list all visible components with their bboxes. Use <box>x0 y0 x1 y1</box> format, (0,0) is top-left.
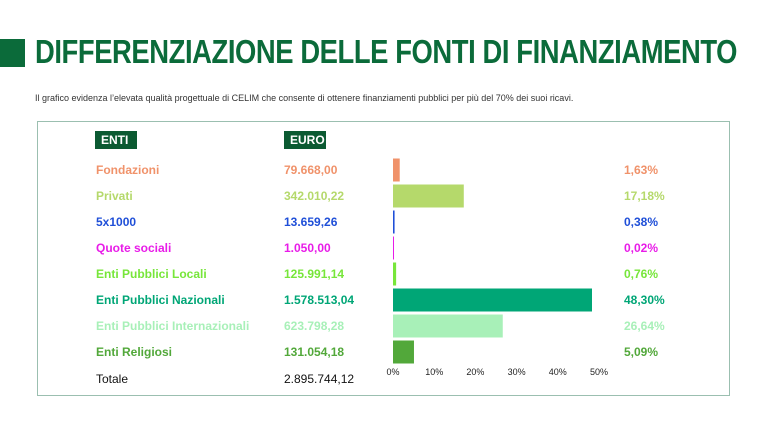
amount-value: 125.991,14 <box>284 267 345 281</box>
title-accent-bar <box>0 39 25 67</box>
category-label: Enti Pubblici Internazionali <box>96 319 250 333</box>
percent-label: 1,63% <box>624 163 659 177</box>
category-label: Fondazioni <box>96 163 160 177</box>
total-value: 2.895.744,12 <box>284 372 355 386</box>
page-subtitle: Il grafico evidenza l’elevata qualità pr… <box>35 93 574 103</box>
percent-label: 0,02% <box>624 241 659 255</box>
amount-value: 131.054,18 <box>284 345 345 359</box>
chart-panel <box>37 121 730 396</box>
amount-value: 79.668,00 <box>284 163 338 177</box>
percent-label: 48,30% <box>624 293 665 307</box>
page-title: DIFFERENZIAZIONE DELLE FONTI DI FINANZIA… <box>35 33 738 70</box>
category-label: Privati <box>96 189 133 203</box>
category-label: Quote sociali <box>96 241 172 255</box>
amount-value: 623.798,28 <box>284 319 345 333</box>
percent-label: 0,38% <box>624 215 659 229</box>
percent-label: 0,76% <box>624 267 659 281</box>
category-label: Enti Pubblici Nazionali <box>96 293 225 307</box>
amount-value: 342.010,22 <box>284 189 345 203</box>
amount-value: 1.050,00 <box>284 241 331 255</box>
header-enti: ENTI <box>95 131 137 149</box>
category-label: Enti Pubblici Locali <box>96 267 207 281</box>
header-euro: EURO <box>284 131 326 149</box>
percent-label: 17,18% <box>624 189 665 203</box>
percent-label: 26,64% <box>624 319 665 333</box>
amount-value: 13.659,26 <box>284 215 338 229</box>
percent-label: 5,09% <box>624 345 659 359</box>
total-label: Totale <box>96 372 129 386</box>
amount-value: 1.578.513,04 <box>284 293 355 307</box>
category-label: 5x1000 <box>96 215 137 229</box>
category-label: Enti Religiosi <box>96 345 173 359</box>
